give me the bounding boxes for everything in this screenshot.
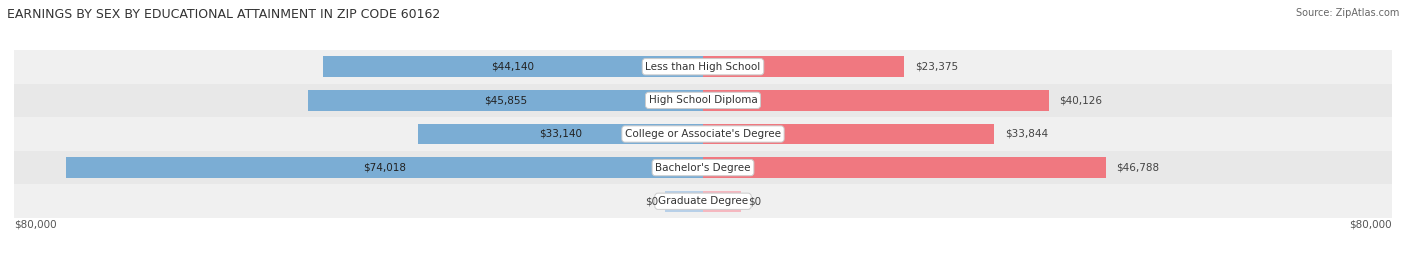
Text: College or Associate's Degree: College or Associate's Degree — [626, 129, 780, 139]
Text: $0: $0 — [645, 196, 658, 206]
Bar — [14, 117, 1392, 151]
Text: Source: ZipAtlas.com: Source: ZipAtlas.com — [1295, 8, 1399, 18]
Text: $80,000: $80,000 — [1350, 220, 1392, 230]
Bar — [323, 56, 703, 77]
Bar — [66, 157, 703, 178]
Text: $0: $0 — [748, 196, 761, 206]
Text: Less than High School: Less than High School — [645, 62, 761, 72]
Bar — [703, 157, 1107, 178]
Text: High School Diploma: High School Diploma — [648, 95, 758, 105]
Bar — [418, 124, 703, 144]
Bar — [14, 84, 1392, 117]
Text: $33,844: $33,844 — [1005, 129, 1047, 139]
Text: EARNINGS BY SEX BY EDUCATIONAL ATTAINMENT IN ZIP CODE 60162: EARNINGS BY SEX BY EDUCATIONAL ATTAINMEN… — [7, 8, 440, 21]
Text: $44,140: $44,140 — [492, 62, 534, 72]
Text: $80,000: $80,000 — [14, 220, 56, 230]
Text: $40,126: $40,126 — [1059, 95, 1102, 105]
Bar — [14, 151, 1392, 184]
Text: Graduate Degree: Graduate Degree — [658, 196, 748, 206]
Bar — [14, 184, 1392, 218]
Text: Bachelor's Degree: Bachelor's Degree — [655, 163, 751, 173]
Bar — [703, 191, 741, 212]
Bar — [703, 56, 904, 77]
Text: $74,018: $74,018 — [363, 163, 406, 173]
Bar — [703, 90, 1049, 111]
Bar — [14, 50, 1392, 84]
Bar — [665, 191, 703, 212]
Text: $46,788: $46,788 — [1116, 163, 1160, 173]
Bar — [703, 124, 994, 144]
Text: $45,855: $45,855 — [484, 95, 527, 105]
Text: $33,140: $33,140 — [538, 129, 582, 139]
Text: $23,375: $23,375 — [915, 62, 957, 72]
Bar — [308, 90, 703, 111]
